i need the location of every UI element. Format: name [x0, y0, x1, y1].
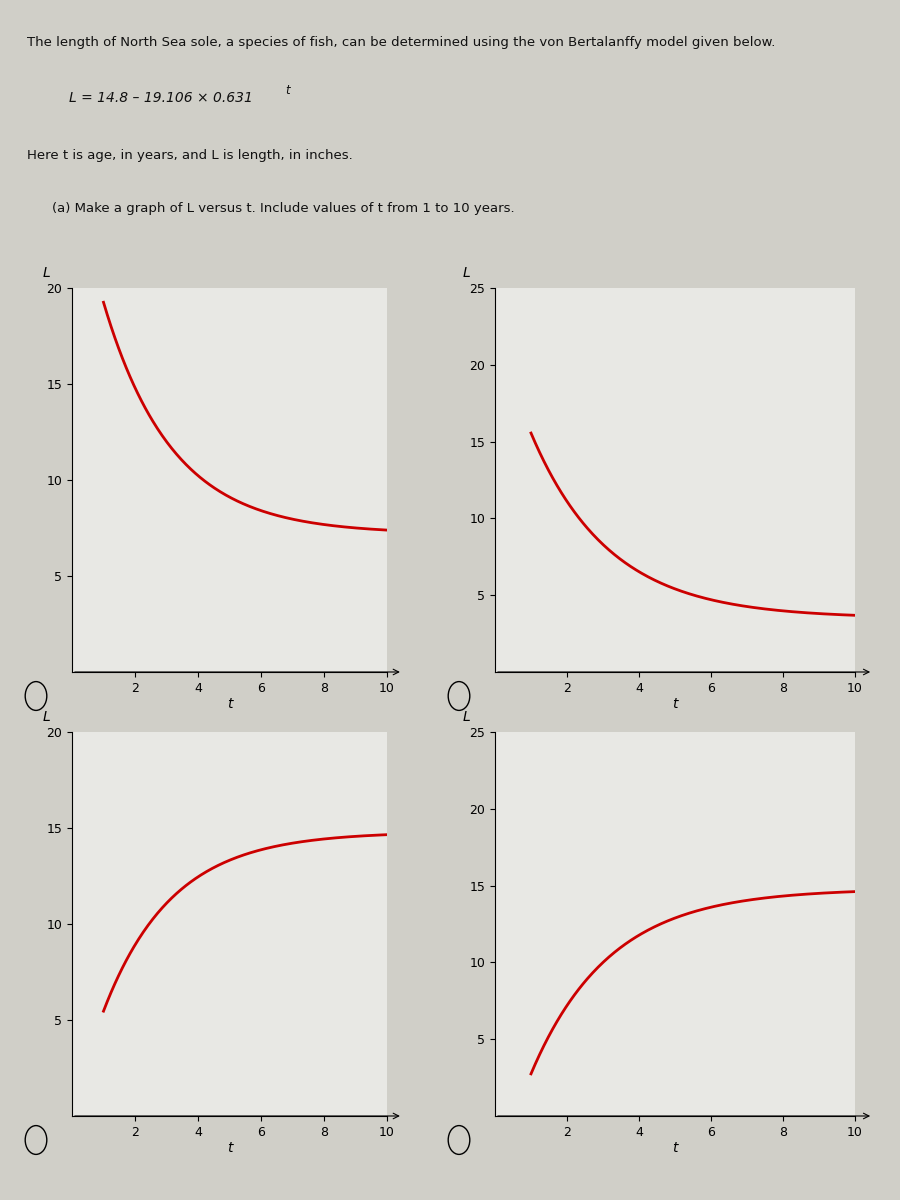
X-axis label: t: t	[227, 697, 232, 712]
Text: t: t	[285, 84, 290, 97]
X-axis label: t: t	[672, 1141, 678, 1156]
Y-axis label: L: L	[43, 266, 50, 281]
Text: L = 14.8 – 19.106 × 0.631: L = 14.8 – 19.106 × 0.631	[69, 91, 253, 106]
Y-axis label: L: L	[463, 710, 470, 725]
Text: Here t is age, in years, and L is length, in inches.: Here t is age, in years, and L is length…	[27, 149, 353, 162]
X-axis label: t: t	[227, 1141, 232, 1156]
Y-axis label: L: L	[463, 266, 470, 281]
X-axis label: t: t	[672, 697, 678, 712]
Text: (a) Make a graph of L versus t. Include values of t from 1 to 10 years.: (a) Make a graph of L versus t. Include …	[52, 202, 515, 215]
Y-axis label: L: L	[43, 710, 50, 725]
Text: The length of North Sea sole, a species of fish, can be determined using the von: The length of North Sea sole, a species …	[27, 36, 776, 49]
